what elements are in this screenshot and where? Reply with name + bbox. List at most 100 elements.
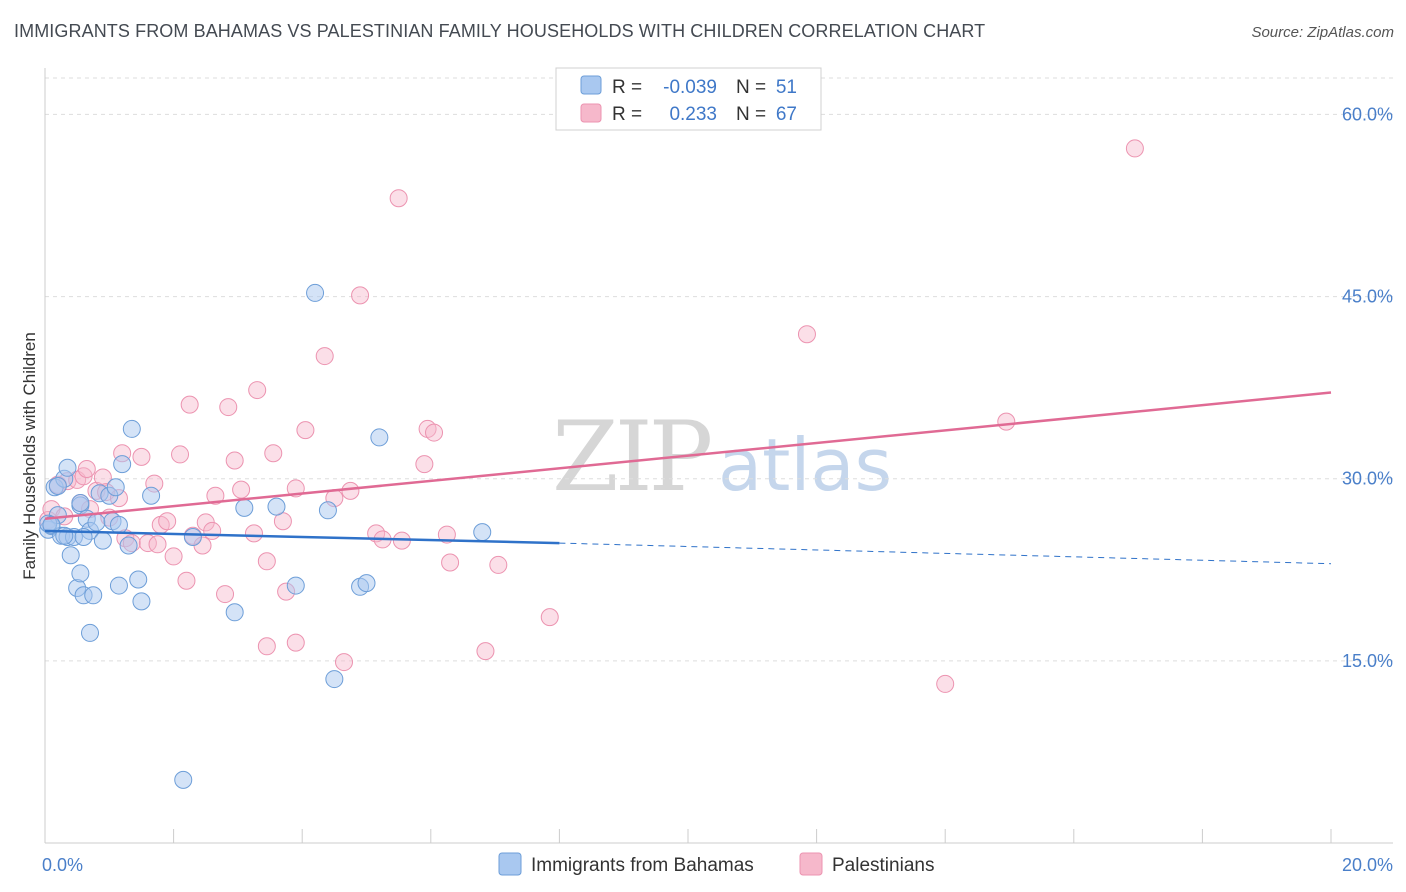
- point-bahamas: [81, 623, 100, 642]
- point-palestinians: [341, 481, 360, 500]
- point-bahamas: [42, 515, 61, 534]
- point-bahamas: [306, 283, 325, 302]
- point-palestinians: [257, 637, 276, 656]
- point-bahamas: [58, 458, 77, 477]
- legend-r-label-2: R =: [612, 104, 642, 125]
- point-bahamas: [267, 497, 286, 516]
- point-bahamas: [71, 494, 90, 512]
- point-palestinians: [476, 642, 495, 661]
- point-bahamas: [357, 574, 376, 593]
- point-bahamas: [235, 498, 254, 517]
- point-bahamas: [87, 513, 106, 532]
- point-palestinians: [997, 412, 1016, 431]
- point-bahamas: [61, 546, 80, 565]
- point-bahamas: [370, 428, 389, 447]
- point-bahamas: [109, 576, 128, 595]
- point-bahamas: [286, 576, 305, 595]
- legend-r-label-1: R =: [612, 77, 642, 98]
- legend-n-label-1: N =: [736, 77, 766, 98]
- point-bahamas: [93, 531, 112, 550]
- point-palestinians: [180, 395, 199, 414]
- point-palestinians: [437, 525, 456, 544]
- point-palestinians: [425, 423, 444, 442]
- point-palestinians: [216, 585, 235, 604]
- point-palestinians: [351, 286, 370, 305]
- source-credit: Source: ZipAtlas.com: [1251, 24, 1394, 41]
- point-palestinians: [225, 451, 244, 470]
- point-palestinians: [315, 347, 334, 366]
- point-palestinians: [244, 524, 263, 543]
- trend-line-bahamas-dashed: [559, 542, 1332, 565]
- point-bahamas: [48, 477, 67, 495]
- bottom-legend-swatch-palestinians: [799, 852, 823, 876]
- point-bahamas: [109, 515, 128, 534]
- point-palestinians: [206, 486, 225, 505]
- point-bahamas: [113, 455, 132, 474]
- point-palestinians: [264, 444, 283, 463]
- point-bahamas: [318, 501, 337, 520]
- y-tick-label: 60.0%: [1342, 104, 1393, 124]
- point-bahamas: [225, 603, 244, 622]
- legend-swatch-blue: [580, 75, 602, 95]
- point-bahamas: [325, 670, 344, 689]
- point-palestinians: [203, 521, 222, 540]
- axes: [44, 68, 1393, 844]
- point-palestinians: [540, 608, 559, 627]
- trend-line-bahamas-solid: [44, 529, 560, 545]
- point-palestinians: [232, 480, 251, 499]
- point-bahamas: [106, 478, 125, 497]
- point-palestinians: [148, 535, 167, 554]
- point-bahamas: [132, 592, 151, 611]
- point-palestinians: [936, 674, 955, 693]
- x-tick-labels: 0.0% 20.0%: [42, 855, 1393, 875]
- point-palestinians: [415, 455, 434, 474]
- legend-n-label-2: N =: [736, 104, 766, 125]
- point-palestinians: [171, 445, 190, 464]
- point-palestinians: [441, 553, 460, 572]
- trend-line-palestinians: [44, 391, 1332, 521]
- y-tick-labels: 15.0% 30.0% 45.0% 60.0%: [1342, 104, 1393, 670]
- point-palestinians: [257, 552, 276, 571]
- chart-title: IMMIGRANTS FROM BAHAMAS VS PALESTINIAN F…: [14, 21, 986, 41]
- point-palestinians: [177, 571, 196, 590]
- point-palestinians: [219, 398, 238, 417]
- point-palestinians: [389, 189, 408, 208]
- bottom-legend-palestinians: Palestinians: [832, 855, 934, 876]
- watermark: ZIP atlas: [552, 401, 892, 513]
- legend-r-value-1: -0.039: [663, 77, 717, 98]
- point-bahamas: [129, 570, 148, 589]
- point-bahamas: [183, 528, 202, 546]
- point-palestinians: [1125, 139, 1144, 158]
- gridlines: [45, 77, 1393, 662]
- bottom-legend-bahamas: Immigrants from Bahamas: [531, 855, 754, 876]
- point-palestinians: [286, 633, 305, 652]
- y-tick-label: 45.0%: [1342, 287, 1393, 307]
- x-tick-label-min: 0.0%: [42, 855, 83, 875]
- point-palestinians: [334, 653, 353, 672]
- point-palestinians: [248, 381, 267, 400]
- legend-n-value-2: 67: [776, 104, 797, 125]
- watermark-zip: ZIP: [552, 401, 711, 513]
- legend-swatch-pink: [580, 103, 602, 123]
- x-tick-label-max: 20.0%: [1342, 855, 1393, 875]
- point-bahamas: [142, 486, 161, 505]
- point-bahamas: [122, 419, 141, 438]
- point-palestinians: [132, 447, 151, 466]
- point-palestinians: [797, 325, 816, 344]
- y-tick-label: 30.0%: [1342, 469, 1393, 489]
- point-bahamas: [119, 536, 138, 555]
- series-legend: Immigrants from Bahamas Palestinians: [498, 852, 934, 876]
- legend-n-value-1: 51: [776, 77, 797, 98]
- point-palestinians: [489, 555, 508, 574]
- point-bahamas: [84, 586, 103, 605]
- watermark-atlas: atlas: [718, 423, 892, 507]
- y-axis-label: Family Households with Children: [20, 332, 39, 580]
- point-palestinians: [77, 460, 96, 478]
- point-palestinians: [158, 512, 177, 531]
- correlation-legend: R = -0.039 N = 51 R = 0.233 N = 67: [555, 67, 822, 131]
- point-palestinians: [296, 421, 315, 440]
- point-bahamas: [174, 770, 193, 789]
- bottom-legend-swatch-bahamas: [498, 852, 522, 876]
- legend-r-value-2: 0.233: [669, 104, 717, 125]
